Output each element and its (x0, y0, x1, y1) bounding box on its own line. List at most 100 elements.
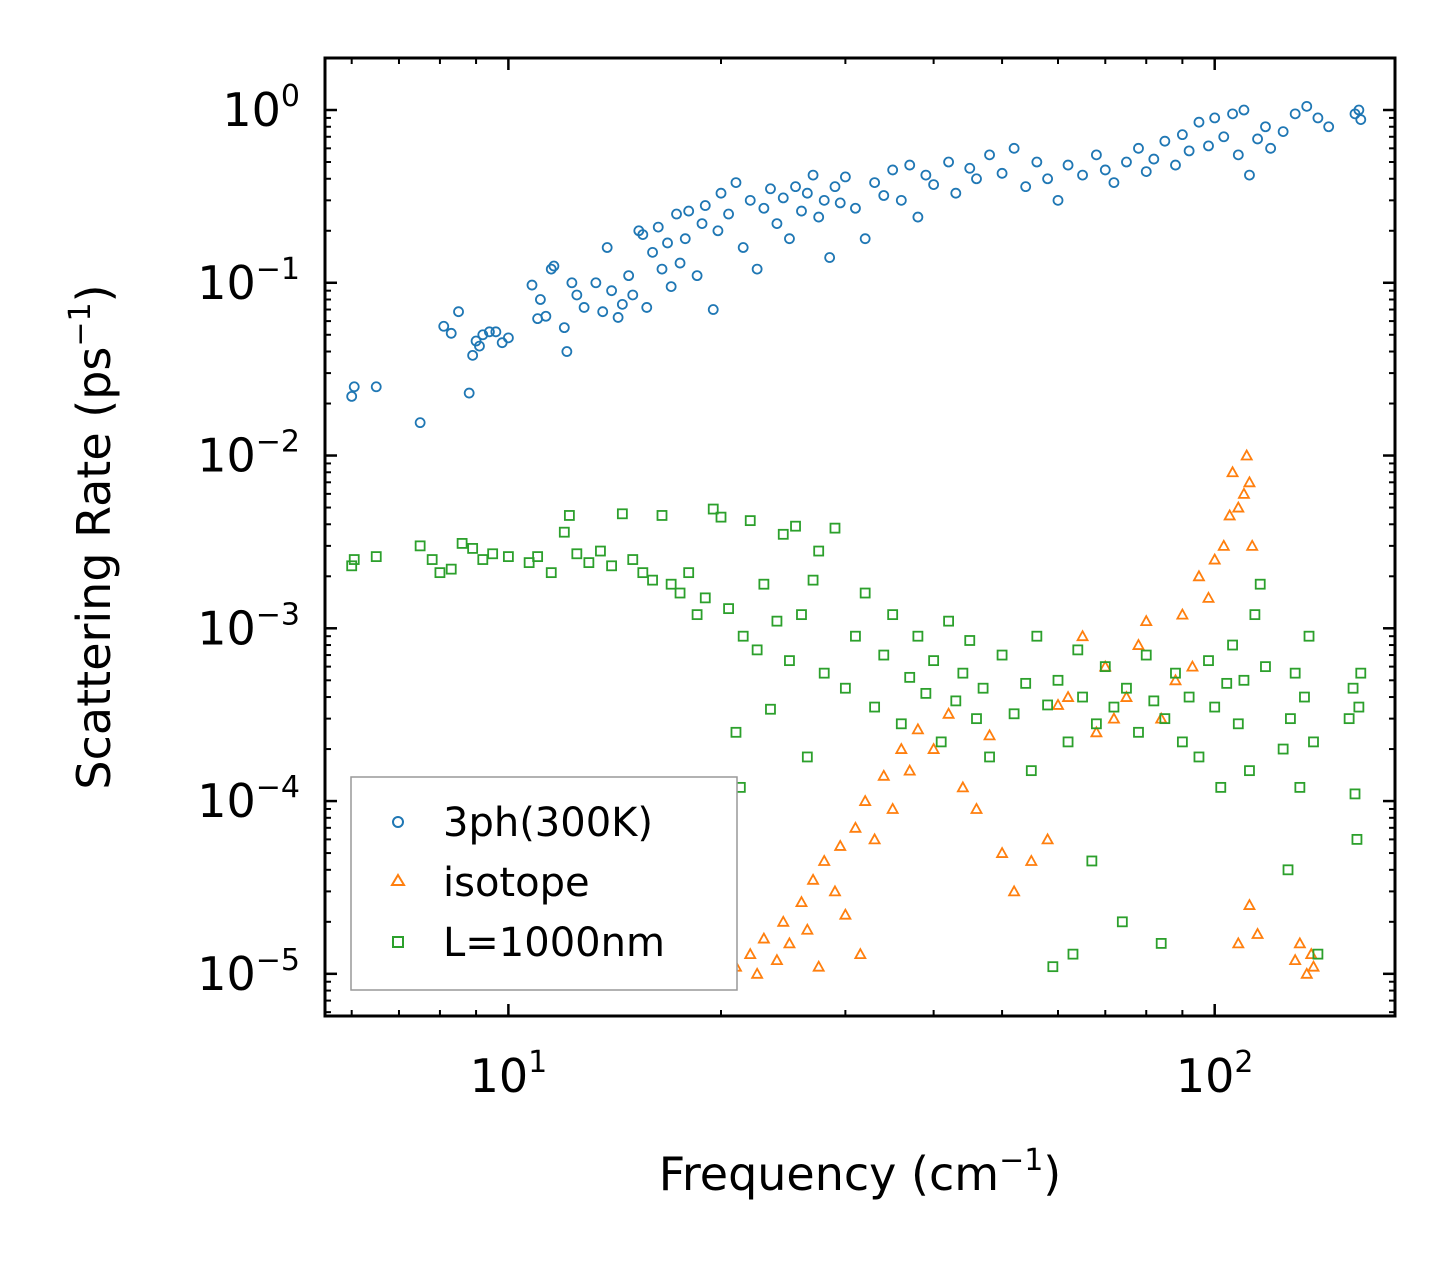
data-point (878, 190, 890, 201)
data-point (1008, 708, 1020, 720)
data-point (1051, 698, 1065, 710)
data-point (683, 567, 695, 579)
data-point (1133, 142, 1144, 154)
data-point (771, 218, 783, 230)
data-point (627, 289, 639, 301)
data-point (777, 528, 789, 540)
data-point (707, 304, 719, 315)
data-point (730, 177, 742, 189)
data-point (1300, 966, 1314, 979)
data-point (502, 332, 514, 344)
data-point (1007, 884, 1021, 897)
data-point (758, 578, 770, 590)
data-point (995, 846, 1009, 858)
data-point (583, 557, 595, 569)
data-point (765, 703, 776, 715)
data-point (1289, 667, 1301, 679)
data-point (656, 510, 668, 521)
data-point (647, 574, 658, 586)
data-point (683, 205, 695, 217)
data-point (1209, 701, 1221, 713)
data-point (1308, 736, 1319, 748)
data-point (903, 763, 917, 776)
data-point (942, 706, 956, 719)
data-point (784, 655, 795, 667)
data-point (751, 644, 763, 656)
data-point (950, 187, 962, 199)
data-point (911, 722, 925, 735)
data-point (561, 346, 573, 357)
tick-label: 10−5 (197, 943, 300, 1001)
data-point (1231, 936, 1245, 949)
data-point (1223, 508, 1237, 521)
data-point (679, 233, 691, 245)
data-point (606, 560, 617, 572)
data-point (1232, 149, 1244, 161)
data-point (782, 936, 796, 949)
data-point (1347, 682, 1359, 694)
data-point (1183, 691, 1195, 703)
data-point (807, 574, 819, 586)
data-point (969, 802, 984, 814)
data-point (534, 294, 546, 305)
points-layer (346, 100, 1367, 979)
data-point (737, 630, 749, 642)
data-point (829, 181, 841, 193)
data-point (1232, 718, 1244, 730)
tick-label: 10−3 (197, 597, 300, 655)
data-point (484, 326, 495, 338)
data-point (601, 242, 613, 253)
data-point (1090, 149, 1102, 161)
data-point (595, 545, 606, 557)
data-point (996, 649, 1008, 661)
data-point (796, 205, 807, 217)
data-point (1140, 166, 1152, 178)
data-point (744, 194, 756, 206)
data-point (1140, 649, 1152, 661)
data-point (723, 603, 734, 615)
data-point (532, 551, 544, 563)
data-point (1176, 129, 1188, 141)
data-point (1072, 644, 1084, 656)
legend: 3ph(300K) isotope L=1000nm (350, 776, 738, 991)
series-0 (346, 100, 1367, 429)
data-point (548, 260, 560, 272)
data-point (1244, 765, 1255, 777)
data-point (490, 326, 502, 338)
data-point (771, 615, 783, 627)
data-point (1086, 855, 1098, 867)
data-point (656, 263, 668, 275)
data-point (848, 820, 862, 833)
data-point (1323, 121, 1335, 133)
data-point (674, 587, 686, 599)
data-point (1260, 121, 1271, 133)
data-point (467, 349, 479, 361)
data-point (796, 609, 807, 621)
data-point (1301, 100, 1313, 112)
data-point (647, 246, 658, 258)
legend-marker-isotope (390, 873, 406, 886)
data-point (790, 520, 801, 532)
data-point (794, 895, 809, 908)
data-point (712, 225, 724, 237)
data-point (545, 263, 557, 275)
data-point (1254, 578, 1266, 590)
data-point (850, 202, 861, 214)
data-point (1155, 938, 1167, 949)
data-point (904, 671, 916, 683)
tick-label: 102 (1176, 1045, 1254, 1103)
data-point (1353, 104, 1365, 116)
data-point (348, 381, 360, 393)
data-point (744, 515, 756, 527)
data-point (346, 560, 358, 572)
data-point (558, 322, 570, 334)
data-point (558, 526, 570, 538)
data-point (912, 211, 924, 223)
data-point (758, 202, 770, 214)
data-point (1099, 661, 1111, 673)
data-point (895, 718, 907, 730)
data-point (612, 312, 624, 323)
data-point (637, 229, 649, 241)
data-point (813, 545, 825, 557)
data-point (828, 884, 842, 897)
